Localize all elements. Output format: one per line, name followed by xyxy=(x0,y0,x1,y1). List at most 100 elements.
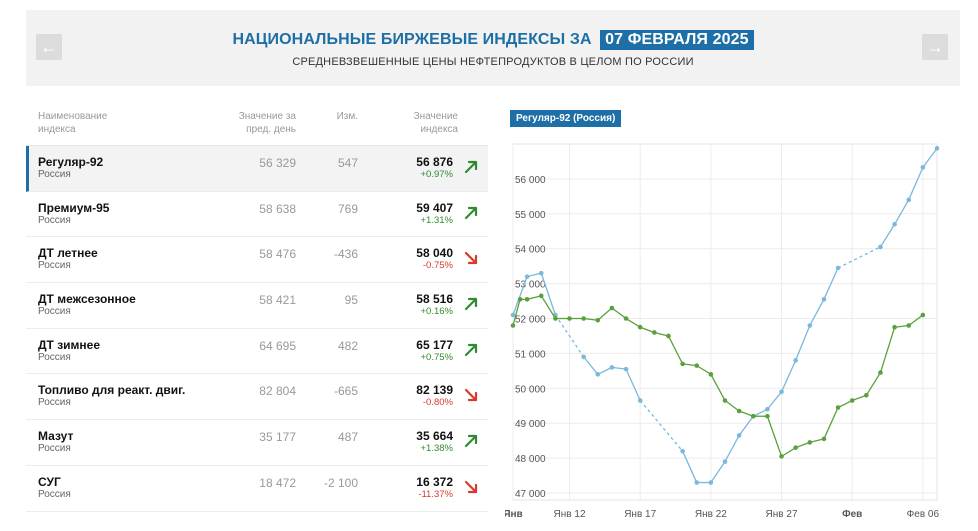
data-point xyxy=(864,392,869,398)
row-value: 65 177 xyxy=(416,337,453,352)
series-segment xyxy=(795,325,811,361)
data-point xyxy=(623,366,629,372)
row-percent: +1.31% xyxy=(420,214,454,226)
trend-up-icon xyxy=(464,160,478,174)
data-point xyxy=(750,413,756,419)
data-point xyxy=(934,146,940,151)
series-segment xyxy=(540,272,557,316)
data-point xyxy=(765,406,770,412)
series-segment xyxy=(512,299,521,326)
series-segment xyxy=(710,461,726,483)
row-change: -436 xyxy=(333,247,358,262)
data-point xyxy=(849,398,855,403)
series-segment xyxy=(526,272,542,278)
row-prev-value: 18 472 xyxy=(259,475,296,490)
series-segment xyxy=(738,415,754,436)
series-segment xyxy=(823,407,839,440)
data-point xyxy=(595,317,601,323)
row-change: -665 xyxy=(333,384,358,399)
row-percent: +0.75% xyxy=(420,351,454,363)
data-point xyxy=(708,372,714,377)
data-point xyxy=(807,323,813,328)
series-segment xyxy=(526,295,542,300)
series-segment xyxy=(583,317,598,321)
data-point xyxy=(609,365,615,370)
series-segment xyxy=(894,324,909,328)
series-segment xyxy=(766,416,783,457)
row-region: Россия xyxy=(38,169,71,180)
row-value: 58 516 xyxy=(416,292,453,307)
data-point xyxy=(793,358,798,363)
data-point xyxy=(920,165,926,170)
data-point xyxy=(835,405,841,410)
series-segment xyxy=(879,327,896,373)
date-badge: 07 ФЕВРАЛЯ 2025 xyxy=(600,30,754,50)
row-value: 59 407 xyxy=(416,200,453,215)
data-point xyxy=(524,297,530,302)
row-region: Россия xyxy=(38,488,71,500)
data-point xyxy=(694,363,700,368)
index-table: Наименование индекса Значение за пред. д… xyxy=(26,100,488,512)
row-value: 56 876 xyxy=(416,155,453,169)
row-name: Премиум-95 xyxy=(38,200,110,215)
series-segment xyxy=(809,299,825,326)
data-point xyxy=(680,448,685,454)
col-change-header: Изм. xyxy=(336,111,358,122)
x-tick-label: Янв 12 xyxy=(554,509,586,520)
y-tick-label: 51 000 xyxy=(515,349,546,360)
y-tick-label: 47 000 xyxy=(515,489,546,500)
data-point xyxy=(538,293,544,299)
series-segment xyxy=(879,223,896,248)
row-percent: +0.97% xyxy=(420,169,454,180)
data-point xyxy=(595,372,601,377)
data-point xyxy=(892,221,897,227)
y-tick-label: 52 000 xyxy=(515,315,546,326)
table-row[interactable]: Мазут Россия 35 177 487 35 664 +1.38% xyxy=(26,420,488,466)
next-date-button[interactable]: → xyxy=(922,34,948,60)
col-value-header: Значение индекса xyxy=(413,111,458,135)
table-row[interactable]: Топливо для реакт. двиг. Россия 82 804 -665… xyxy=(26,374,488,421)
data-point xyxy=(510,323,516,328)
data-point xyxy=(821,436,827,442)
series-segment xyxy=(724,400,740,412)
row-name: ДТ зимнее xyxy=(38,337,101,352)
data-point xyxy=(878,370,883,375)
series-segment xyxy=(625,317,641,328)
trend-down-icon xyxy=(464,480,478,493)
row-change: 482 xyxy=(337,338,358,353)
trend-up-icon xyxy=(464,343,478,356)
data-point xyxy=(892,324,897,330)
row-percent: -11.37% xyxy=(418,488,453,500)
row-name: Топливо для реакт. двиг. xyxy=(38,383,186,398)
table-row[interactable]: ДТ межсезонное Россия 58 421 95 58 516 +0.16% xyxy=(26,283,488,329)
table-row[interactable]: Премиум-95 Россия 58 638 769 59 407 +1.31% xyxy=(26,191,488,238)
page-header: ← НАЦИОНАЛЬНЫЕ БИРЖЕВЫЕ ИНДЕКСЫ ЗА 07 ФЕ… xyxy=(26,10,960,86)
series-segment xyxy=(795,441,811,449)
data-point xyxy=(694,480,700,485)
series-segment xyxy=(654,331,669,337)
data-point xyxy=(779,389,784,395)
prev-date-button[interactable]: ← xyxy=(36,34,62,60)
table-row[interactable]: СУГ Россия 18 472 -2 100 16 372 -11.37% xyxy=(26,465,488,512)
x-tick-label: Янв xyxy=(505,509,523,520)
data-point xyxy=(906,197,912,203)
series-segment xyxy=(639,400,684,452)
data-point xyxy=(835,265,841,271)
series-segment xyxy=(837,246,881,269)
table-row[interactable]: Регуляр-92 Россия 56 329 547 56 876 +0.97% xyxy=(26,146,488,192)
trend-up-icon xyxy=(464,206,478,219)
series-segment xyxy=(766,391,783,410)
row-name: ДТ летнее xyxy=(38,246,98,261)
table-row[interactable]: ДТ зимнее Россия 64 695 482 65 177 +0.75% xyxy=(26,328,488,375)
series-segment xyxy=(908,167,924,201)
table-row[interactable]: ДТ летнее Россия 58 476 -436 58 040 -0.75% xyxy=(26,237,488,284)
series-segment xyxy=(894,199,910,225)
trend-up-icon xyxy=(464,297,478,311)
series-segment xyxy=(554,314,585,358)
trend-up-icon xyxy=(464,435,478,448)
series-segment xyxy=(851,394,867,402)
y-tick-label: 56 000 xyxy=(515,175,546,186)
row-change: 769 xyxy=(337,201,358,216)
series-segment xyxy=(908,314,924,327)
series-segment xyxy=(724,435,740,462)
